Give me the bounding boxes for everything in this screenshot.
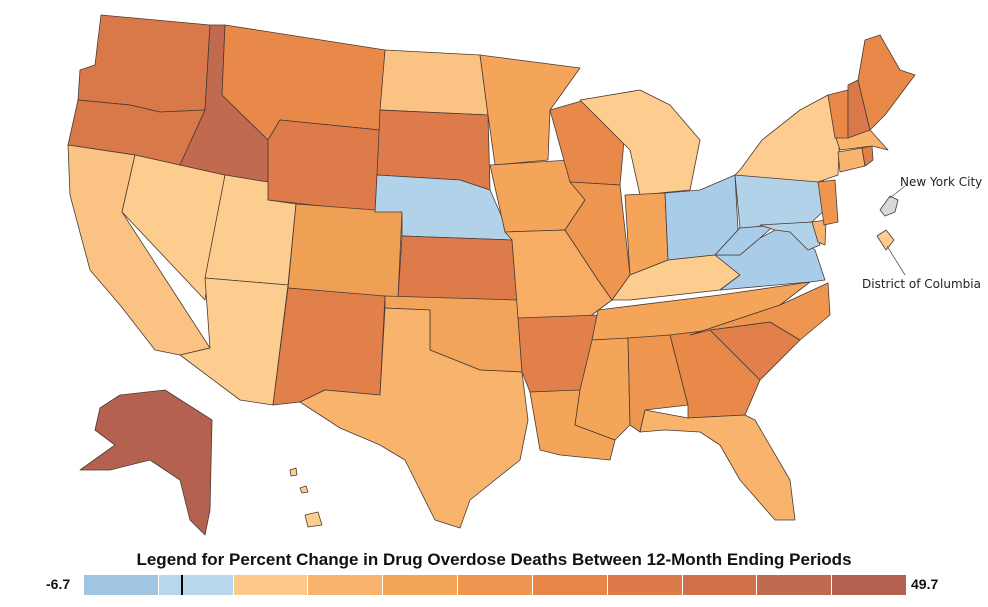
legend-swatch-3 — [233, 575, 309, 595]
state-alaska[interactable] — [79, 389, 213, 536]
legend-title: Legend for Percent Change in Drug Overdo… — [136, 550, 852, 569]
state-kansas[interactable] — [397, 235, 518, 301]
nyc-callout-label: New York City — [900, 175, 982, 189]
nyc-leader-line — [889, 185, 906, 199]
state-texas[interactable] — [299, 307, 529, 529]
state-illinois[interactable] — [564, 181, 631, 301]
state-maine[interactable] — [857, 34, 916, 131]
legend-swatch-8 — [607, 575, 683, 595]
legend-zero-marker — [180, 575, 183, 595]
legend-swatch-9 — [682, 575, 758, 595]
state-michigan[interactable] — [579, 89, 701, 196]
legend-swatch-1 — [84, 575, 159, 595]
region-nyc-inset[interactable] — [879, 195, 899, 217]
legend-swatch-5 — [383, 575, 459, 595]
state-minnesota[interactable] — [479, 54, 581, 166]
dc-leader-line — [886, 245, 906, 276]
legend-swatch-7 — [532, 575, 608, 595]
state-washington[interactable] — [77, 14, 211, 113]
state-delaware[interactable] — [811, 219, 827, 246]
state-florida[interactable] — [639, 409, 796, 521]
state-north-carolina[interactable] — [689, 282, 831, 341]
legend-min-label: -6.7 — [46, 576, 71, 592]
state-new-york[interactable] — [734, 94, 841, 183]
legend-swatch-10 — [757, 575, 833, 595]
state-north-dakota[interactable] — [379, 49, 489, 116]
state-hawaii[interactable] — [289, 467, 323, 528]
callouts: New York City District of Columbia — [862, 175, 982, 291]
state-connecticut[interactable] — [837, 147, 866, 173]
states-layer — [67, 14, 916, 536]
legend-max-label: 49.7 — [911, 576, 939, 592]
state-new-jersey[interactable] — [817, 179, 839, 226]
legend-swatch-4 — [308, 575, 384, 595]
state-colorado[interactable] — [287, 203, 403, 299]
legend-swatch-6 — [458, 575, 533, 595]
legend-swatch-11 — [832, 575, 907, 595]
legend-swatch-2 — [158, 575, 234, 595]
legend-color-bar — [84, 575, 907, 595]
region-dc-inset[interactable] — [876, 229, 895, 251]
state-new-mexico[interactable] — [272, 287, 386, 406]
us-choropleth-map: New York City District of Columbia — [67, 14, 982, 536]
dc-callout-label: District of Columbia — [862, 277, 981, 291]
state-wyoming[interactable] — [267, 119, 381, 213]
